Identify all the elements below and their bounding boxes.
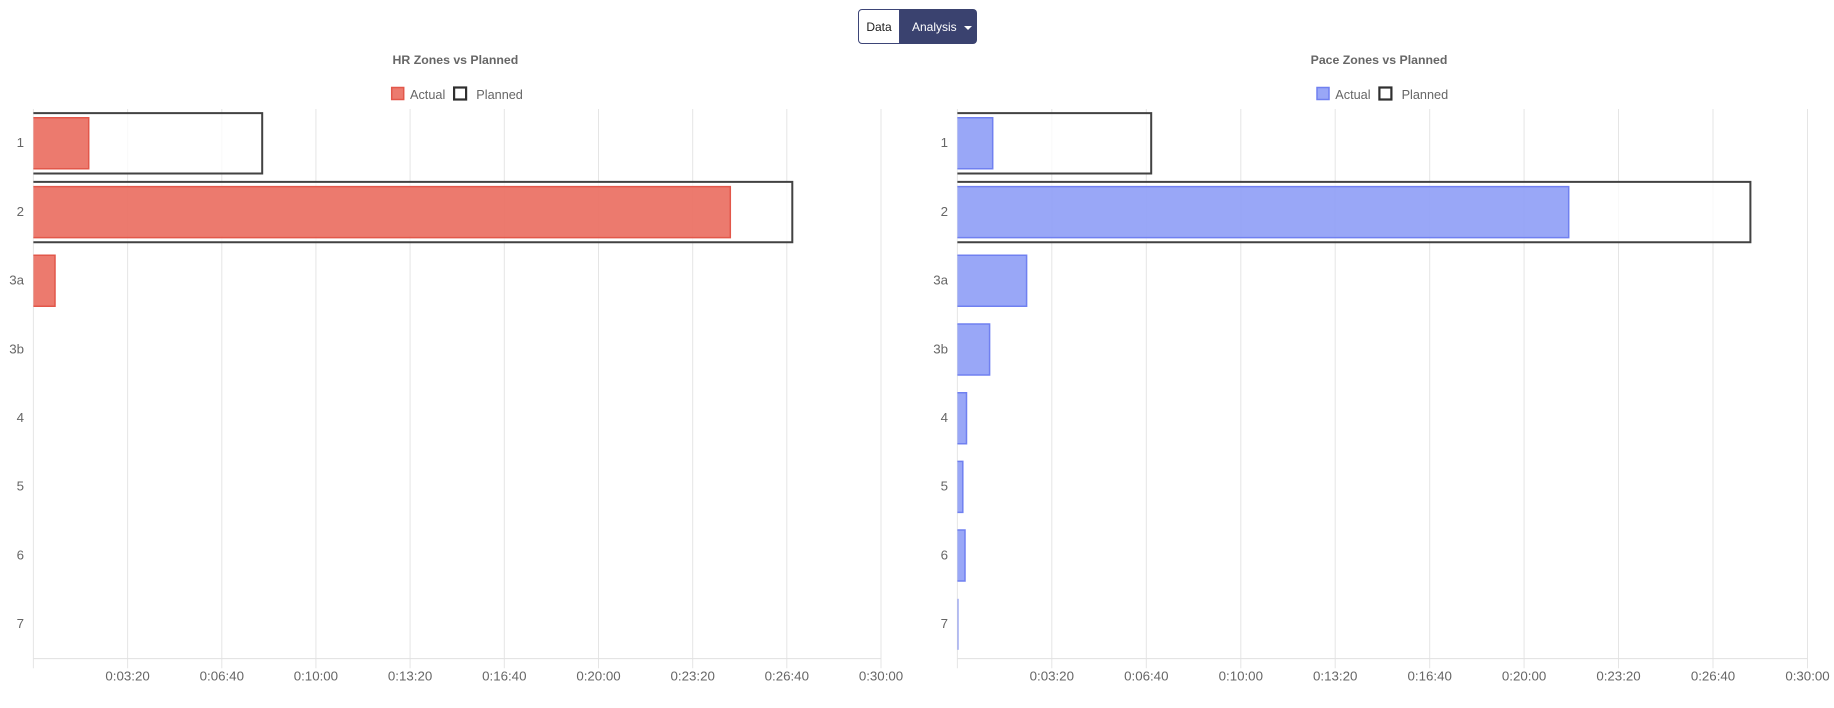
svg-text:2: 2 (17, 204, 24, 219)
svg-text:6: 6 (17, 547, 24, 562)
svg-text:0:23:20: 0:23:20 (1596, 669, 1640, 684)
svg-text:1: 1 (941, 135, 948, 150)
svg-text:Planned: Planned (1402, 88, 1449, 102)
svg-text:3b: 3b (9, 341, 24, 356)
svg-text:0:10:00: 0:10:00 (294, 669, 338, 684)
svg-text:0:30:00: 0:30:00 (1785, 669, 1829, 684)
svg-text:0:23:20: 0:23:20 (671, 669, 715, 684)
svg-text:0:13:20: 0:13:20 (388, 669, 432, 684)
svg-text:0:20:00: 0:20:00 (1502, 669, 1546, 684)
svg-text:3b: 3b (933, 341, 948, 356)
svg-text:0:30:00: 0:30:00 (859, 669, 903, 684)
svg-text:5: 5 (941, 479, 948, 494)
svg-text:HR Zones vs Planned: HR Zones vs Planned (393, 53, 519, 67)
svg-text:0:16:40: 0:16:40 (1408, 669, 1452, 684)
svg-text:0:26:40: 0:26:40 (1691, 669, 1735, 684)
svg-text:0:13:20: 0:13:20 (1313, 669, 1357, 684)
svg-text:3a: 3a (933, 273, 948, 288)
svg-text:0:03:20: 0:03:20 (105, 669, 149, 684)
svg-text:3a: 3a (9, 273, 24, 288)
svg-text:6: 6 (941, 547, 948, 562)
svg-text:7: 7 (941, 616, 948, 631)
svg-text:0:06:40: 0:06:40 (200, 669, 244, 684)
svg-text:0:03:20: 0:03:20 (1030, 669, 1074, 684)
svg-text:Actual: Actual (410, 88, 445, 102)
svg-text:7: 7 (17, 616, 24, 631)
svg-text:4: 4 (17, 410, 24, 425)
svg-text:4: 4 (941, 410, 948, 425)
svg-text:0:26:40: 0:26:40 (765, 669, 809, 684)
svg-text:0:06:40: 0:06:40 (1124, 669, 1168, 684)
svg-text:Planned: Planned (476, 88, 523, 102)
svg-text:0:16:40: 0:16:40 (482, 669, 526, 684)
svg-text:Actual: Actual (1335, 88, 1370, 102)
svg-text:0:10:00: 0:10:00 (1219, 669, 1263, 684)
svg-text:2: 2 (941, 204, 948, 219)
svg-text:1: 1 (17, 135, 24, 150)
svg-text:Pace Zones vs Planned: Pace Zones vs Planned (1311, 53, 1448, 67)
svg-text:5: 5 (17, 479, 24, 494)
svg-text:0:20:00: 0:20:00 (576, 669, 620, 684)
